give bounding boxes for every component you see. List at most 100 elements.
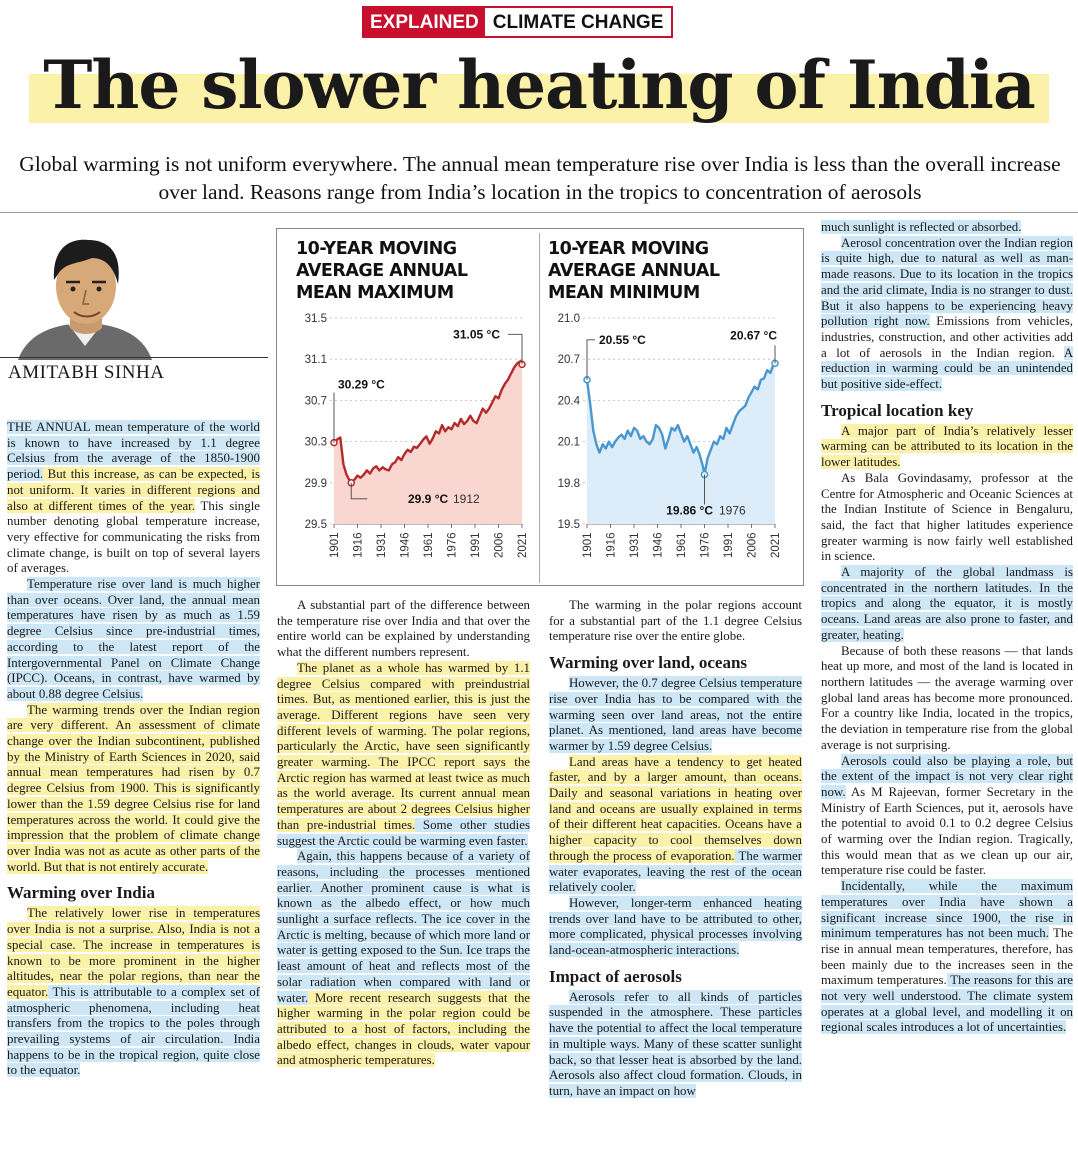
y-tick-label: 20.1 bbox=[558, 437, 580, 449]
annotation-label: 19.86 °C bbox=[666, 504, 713, 518]
chart-title-min: 10-YEAR MOVING AVERAGE ANNUAL MEAN MINIM… bbox=[548, 239, 720, 303]
text: A substantial part of the difference bet… bbox=[277, 598, 530, 660]
annotation-label: 29.9 °C bbox=[408, 492, 448, 506]
x-tick-label: 1976 bbox=[700, 532, 712, 558]
standfirst: Global warming is not uniform everywhere… bbox=[19, 152, 1061, 204]
subheading: Tropical location key bbox=[821, 400, 974, 420]
text: As Bala Govindasamy, professor at the Ce… bbox=[821, 470, 1073, 564]
annotation-year: 1976 bbox=[719, 504, 746, 518]
paragraph: Temperature rise over land is much highe… bbox=[7, 577, 260, 703]
y-tick-label: 30.7 bbox=[305, 395, 327, 407]
x-tick-label: 1976 bbox=[447, 532, 459, 558]
x-tick-label: 2021 bbox=[517, 532, 529, 558]
column-2: A substantial part of the difference bet… bbox=[277, 598, 531, 1069]
paragraph: Because of both these reasons — that lan… bbox=[821, 644, 1073, 754]
highlight: A majority of the global landmass is con… bbox=[821, 565, 1073, 642]
paragraph: Aerosols refer to all kinds of particles… bbox=[549, 989, 802, 1100]
x-tick-label: 1961 bbox=[423, 532, 435, 558]
paragraph: A majority of the global landmass is con… bbox=[821, 565, 1073, 644]
highlight: Aerosol concentration over the Indian re… bbox=[821, 235, 1073, 329]
text: Because of both these reasons — that lan… bbox=[821, 643, 1073, 752]
paragraph: However, the 0.7 degree Celsius temperat… bbox=[549, 676, 802, 755]
y-tick-label: 31.5 bbox=[305, 313, 327, 325]
annotation-label: 30.29 °C bbox=[338, 378, 385, 392]
y-tick-label: 20.4 bbox=[558, 395, 581, 407]
highlight: More recent research suggests that the h… bbox=[277, 990, 530, 1068]
column-1: THE ANNUAL mean temperature of the world… bbox=[7, 420, 260, 1079]
y-tick-label: 29.9 bbox=[305, 478, 327, 490]
headline-text: The slower heating of India bbox=[29, 40, 1049, 130]
annotation-year: 1912 bbox=[453, 492, 480, 506]
highlight: Again, this happens because of a variety… bbox=[277, 849, 530, 927]
y-tick-label: 19.8 bbox=[558, 478, 580, 490]
y-tick-label: 31.1 bbox=[305, 354, 327, 366]
x-tick-label: 2006 bbox=[747, 532, 759, 558]
chart-separator bbox=[539, 233, 540, 583]
y-tick-label: 29.5 bbox=[305, 519, 327, 531]
paragraph: The relatively lower rise in temperature… bbox=[7, 906, 260, 1079]
annotation-leader bbox=[350, 482, 368, 500]
annotation-leader bbox=[508, 333, 523, 365]
paragraph: Aerosol concentration over the Indian re… bbox=[821, 235, 1073, 393]
y-tick-label: 21.0 bbox=[558, 313, 580, 325]
x-tick-label: 1916 bbox=[606, 532, 618, 558]
byline-rule bbox=[0, 357, 268, 358]
column-4: much sunlight is reflected or absorbed. … bbox=[821, 220, 1073, 1036]
series-line bbox=[585, 362, 776, 476]
paragraph: However, longer-term enhanced heating tr… bbox=[549, 895, 802, 959]
chart-title-max: 10-YEAR MOVING AVERAGE ANNUAL MEAN MAXIM… bbox=[296, 239, 468, 303]
highlight: Temperature rise over land is much highe… bbox=[7, 577, 260, 639]
highlight: Land areas have a tendency to get heated… bbox=[549, 754, 802, 863]
text: This single number denoting global tempe… bbox=[7, 498, 260, 576]
annotation-leader bbox=[586, 339, 595, 380]
highlight: The warming trends over the Indian regio… bbox=[7, 702, 260, 874]
highlight: A major part of India’s relatively lesse… bbox=[821, 423, 1073, 470]
text: As M Rajeevan, former Secretary in the M… bbox=[821, 784, 1073, 878]
paragraph: Again, this happens because of a variety… bbox=[277, 849, 530, 1069]
paragraph: The warming in the polar regions account… bbox=[549, 598, 802, 645]
badge-section: EXPLAINED bbox=[364, 8, 485, 36]
paragraph: THE ANNUAL mean temperature of the world… bbox=[7, 420, 260, 577]
y-tick-label: 30.3 bbox=[305, 437, 327, 449]
badge-topic: CLIMATE CHANGE bbox=[484, 8, 672, 36]
text: The warming in the polar regions account… bbox=[549, 598, 802, 644]
subheading: Warming over India bbox=[7, 883, 155, 903]
text: Emissions from vehicles, industries, con… bbox=[821, 314, 1073, 360]
paragraph: A major part of India’s relatively lesse… bbox=[821, 423, 1073, 471]
paragraph: much sunlight is reflected or absorbed. bbox=[821, 220, 1073, 236]
annotation-label: 31.05 °C bbox=[453, 327, 500, 341]
x-tick-label: 1961 bbox=[676, 532, 688, 558]
annotation-label: 20.67 °C bbox=[730, 328, 777, 342]
highlight: according to the latest report of the In… bbox=[7, 639, 260, 701]
x-tick-label: 1991 bbox=[470, 532, 482, 558]
highlight: The planet as a whole has warmed by 1.1 … bbox=[277, 660, 530, 832]
paragraph: A substantial part of the difference bet… bbox=[277, 598, 530, 661]
chart-panel bbox=[276, 228, 804, 586]
text: The rise in annual mean temperatures, th… bbox=[821, 926, 1074, 988]
x-tick-label: 1946 bbox=[653, 532, 665, 558]
x-tick-label: 1946 bbox=[400, 532, 412, 558]
series-line bbox=[333, 360, 524, 484]
x-tick-label: 1991 bbox=[723, 532, 735, 558]
subheading: Warming over land, oceans bbox=[549, 653, 748, 673]
highlight: However, the 0.7 degree Celsius temperat… bbox=[549, 676, 802, 753]
x-tick-label: 1931 bbox=[376, 532, 388, 558]
x-tick-label: 1916 bbox=[353, 532, 365, 558]
subheading: Impact of aerosols bbox=[549, 966, 682, 986]
highlight: However, longer-term enhanced heating tr… bbox=[549, 895, 802, 958]
x-tick-label: 1901 bbox=[582, 532, 594, 558]
annotation-label: 20.55 °C bbox=[599, 333, 646, 347]
paragraph: As Bala Govindasamy, professor at the Ce… bbox=[821, 471, 1073, 565]
column-3: The warming in the polar regions account… bbox=[549, 598, 802, 1100]
series-area bbox=[587, 363, 775, 524]
highlight: Aerosols refer to all kinds of particles… bbox=[549, 989, 802, 1098]
x-tick-label: 2021 bbox=[770, 532, 782, 558]
paragraph: Incidentally, while the maximum temperat… bbox=[821, 879, 1073, 1036]
x-tick-label: 1931 bbox=[629, 532, 641, 558]
highlight: Incidentally, while the maximum temperat… bbox=[821, 879, 1073, 941]
paragraph: The planet as a whole has warmed by 1.1 … bbox=[277, 660, 531, 849]
y-tick-label: 20.7 bbox=[558, 354, 580, 366]
highlight: But this increase, as can be expected, i… bbox=[7, 467, 260, 513]
